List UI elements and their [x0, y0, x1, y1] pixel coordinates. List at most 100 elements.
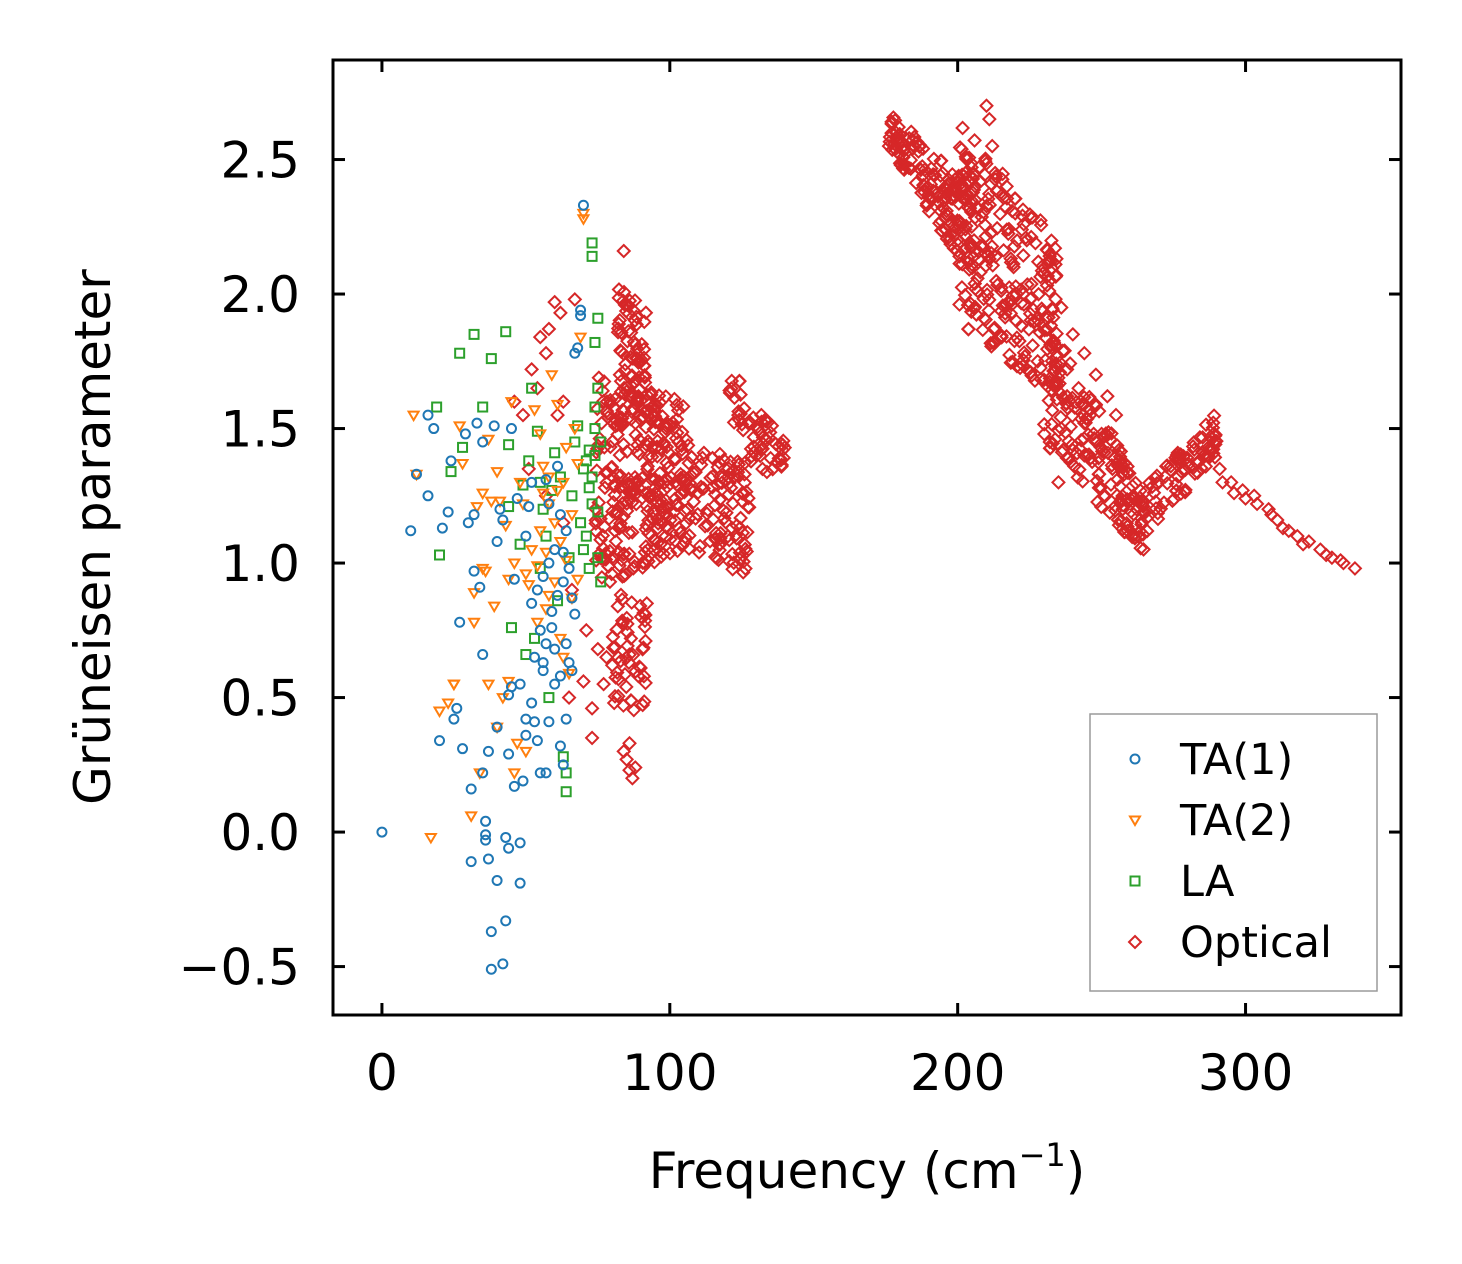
- optical-point: [994, 329, 1010, 345]
- ta-1--point: [451, 702, 463, 714]
- ta-1--point: [534, 767, 546, 779]
- optical-point: [553, 305, 568, 321]
- la-point: [503, 439, 515, 451]
- optical-point: [1076, 345, 1092, 361]
- optical-point: [921, 203, 937, 219]
- optical-point: [721, 487, 737, 502]
- optical-point: [628, 427, 644, 443]
- optical-point: [956, 242, 972, 258]
- optical-point: [1076, 415, 1092, 431]
- ta-2--point: [530, 561, 545, 573]
- optical-point: [1044, 233, 1059, 249]
- optical-point: [1149, 468, 1165, 484]
- optical-point: [578, 622, 594, 638]
- ta-1--point: [526, 597, 538, 609]
- optical-point: [704, 479, 720, 495]
- legend-marker: [1128, 815, 1142, 827]
- optical-point: [903, 124, 919, 140]
- optical-point: [730, 407, 746, 423]
- optical-point: [1119, 515, 1135, 531]
- optical-point: [1275, 520, 1291, 536]
- la-point: [549, 447, 561, 459]
- ta-1--point: [505, 423, 517, 435]
- ta-1--point: [480, 829, 492, 841]
- la-point: [477, 401, 489, 413]
- ta-2--point: [573, 332, 588, 345]
- optical-point: [963, 174, 978, 190]
- optical-point: [653, 442, 669, 458]
- optical-point: [999, 329, 1014, 344]
- ta-2--point: [507, 558, 522, 571]
- optical-point: [1044, 416, 1059, 432]
- ta-1--point: [468, 509, 480, 521]
- ta-1--point: [540, 474, 552, 486]
- optical-point: [1059, 388, 1075, 404]
- optical-point: [1006, 259, 1022, 275]
- optical-point: [1289, 528, 1305, 544]
- optical-point: [683, 482, 699, 498]
- optical-point: [547, 294, 563, 310]
- optical-point: [1119, 465, 1135, 481]
- optical-point: [638, 486, 654, 501]
- optical-point: [1053, 300, 1069, 315]
- optical-point: [919, 196, 935, 212]
- optical-point: [1149, 476, 1165, 491]
- optical-point: [613, 325, 629, 341]
- optical-point: [963, 236, 979, 251]
- optical-point: [640, 458, 656, 474]
- ta-1--point: [410, 468, 422, 480]
- ta-1--point: [422, 409, 434, 421]
- optical-point: [967, 132, 982, 148]
- optical-point: [637, 370, 653, 385]
- optical-point: [970, 200, 986, 216]
- optical-point: [951, 168, 967, 184]
- optical-point: [564, 582, 580, 598]
- ta-1--point: [543, 557, 555, 569]
- optical-point: [1115, 464, 1131, 480]
- ta-2--point: [565, 510, 579, 522]
- optical-point: [1016, 297, 1032, 312]
- optical-point: [624, 524, 640, 540]
- optical-point: [753, 407, 769, 423]
- optical-point: [1099, 388, 1115, 404]
- ta-1--point: [477, 767, 489, 779]
- la-point: [514, 538, 526, 550]
- optical-point: [1091, 466, 1107, 482]
- ta-1--point: [436, 522, 448, 534]
- optical-point: [692, 538, 708, 554]
- optical-point: [646, 421, 662, 437]
- optical-point: [1069, 445, 1085, 461]
- optical-point: [1053, 421, 1069, 436]
- optical-point: [616, 509, 631, 524]
- ta-1--point: [471, 417, 483, 429]
- optical-point: [638, 539, 654, 554]
- optical-point: [775, 437, 791, 453]
- optical-point: [750, 419, 765, 435]
- ta-1--point: [575, 304, 587, 316]
- optical-point: [946, 240, 962, 256]
- optical-point: [739, 524, 755, 540]
- optical-point: [1044, 402, 1060, 418]
- optical-point: [593, 532, 608, 548]
- optical-point: [653, 549, 669, 564]
- optical-point: [967, 299, 983, 315]
- optical-point: [1031, 286, 1046, 302]
- optical-point: [678, 515, 694, 531]
- optical-point: [638, 633, 653, 649]
- optical-point: [1057, 343, 1073, 359]
- optical-point: [711, 552, 726, 568]
- ta-1--point: [434, 735, 446, 747]
- optical-point: [602, 543, 618, 559]
- optical-point: [1014, 222, 1030, 238]
- optical-point: [1034, 301, 1050, 317]
- optical-point: [628, 496, 644, 512]
- optical-point: [616, 743, 632, 759]
- optical-point: [1022, 306, 1038, 322]
- optical-point: [506, 394, 522, 410]
- optical-point: [618, 303, 634, 319]
- optical-point: [1044, 353, 1060, 369]
- optical-point: [1223, 474, 1239, 490]
- ta-1--point: [485, 963, 497, 975]
- ta-2--point: [475, 488, 490, 501]
- legend-label: Optical: [1180, 918, 1332, 968]
